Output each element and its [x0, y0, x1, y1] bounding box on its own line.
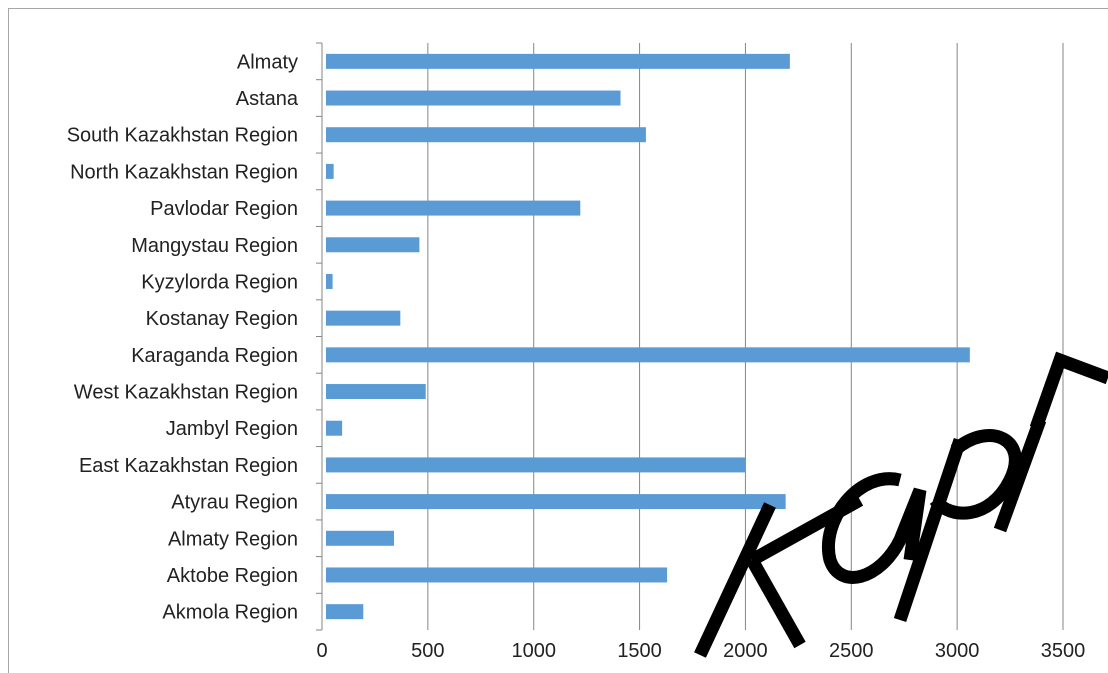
bar — [326, 90, 621, 106]
bar — [326, 530, 394, 546]
x-tick-label: 3500 — [1041, 640, 1086, 662]
bar — [326, 273, 333, 289]
bar — [326, 347, 970, 363]
category-label: East Kazakhstan Region — [79, 455, 298, 477]
x-tick-label: 2000 — [723, 640, 768, 662]
bar — [326, 127, 646, 143]
category-label: Jambyl Region — [166, 418, 298, 440]
bar — [326, 420, 343, 436]
x-tick-label: 3000 — [935, 640, 980, 662]
category-label: South Kazakhstan Region — [67, 125, 298, 147]
category-label: Mangystau Region — [131, 235, 298, 257]
chart-frame — [8, 8, 1108, 673]
category-label: Almaty Region — [168, 528, 298, 550]
bar — [326, 567, 668, 583]
bar — [326, 200, 581, 216]
bar — [326, 494, 786, 510]
category-label: North Kazakhstan Region — [70, 161, 298, 183]
category-label: Pavlodar Region — [150, 198, 298, 220]
x-tick-label: 2500 — [829, 640, 874, 662]
bar — [326, 384, 426, 400]
category-label: Akmola Region — [162, 602, 298, 624]
category-label: Karaganda Region — [131, 345, 298, 367]
x-tick-label: 500 — [411, 640, 444, 662]
bar — [326, 604, 364, 620]
x-tick-label: 1000 — [511, 640, 556, 662]
bar-series — [326, 53, 970, 620]
category-label: Astana — [236, 88, 299, 110]
bar — [326, 163, 334, 179]
bar — [326, 310, 401, 326]
bar — [326, 53, 790, 69]
y-axis — [316, 42, 323, 631]
category-labels: Almaty Astana South Kazakhstan Region North… — [67, 51, 299, 623]
category-label: West Kazakhstan Region — [74, 382, 298, 404]
category-label: Kostanay Region — [146, 308, 298, 330]
category-label: Aktobe Region — [167, 565, 298, 587]
bar — [326, 237, 420, 253]
category-label: Almaty — [237, 51, 298, 73]
bar — [326, 457, 746, 473]
category-label: Kyzylorda Region — [141, 271, 298, 293]
x-tick-label: 0 — [316, 640, 327, 662]
x-tick-labels: 0 500 1000 1500 2000 2500 3000 3500 — [316, 640, 1085, 662]
category-label: Atyrau Region — [171, 492, 298, 514]
x-tick-label: 1500 — [617, 640, 662, 662]
